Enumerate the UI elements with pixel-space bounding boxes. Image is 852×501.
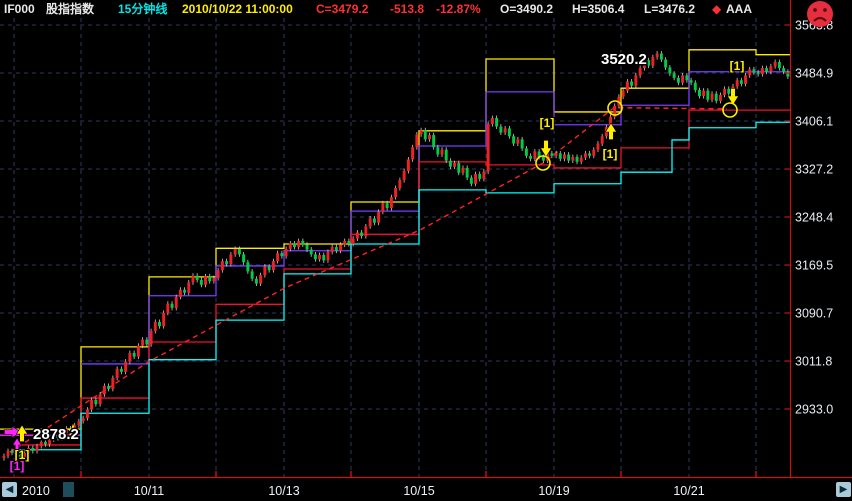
swing-price-label: 2878.2 bbox=[33, 426, 79, 443]
x-axis-date-label: 10/11 bbox=[134, 484, 164, 498]
symbol-name: 股指指数 bbox=[46, 2, 95, 16]
close-value: C=3479.2 bbox=[316, 2, 369, 16]
signal-ring bbox=[535, 155, 551, 171]
bar-datetime: 2010/10/22 11:00:00 bbox=[182, 2, 293, 16]
x-axis-date-label: 10/19 bbox=[538, 484, 569, 498]
y-axis-price-label: 3011.8 bbox=[795, 355, 832, 369]
indicator-tag: AAA bbox=[726, 2, 752, 16]
y-axis-price-label: 3090.7 bbox=[795, 307, 833, 321]
signal-markers: [1][1]★[1][1][1] bbox=[4, 58, 745, 474]
channel-line-purple bbox=[81, 71, 790, 365]
y-axis-price-label: 3248.4 bbox=[795, 211, 833, 225]
x-axis-date-label: 10/15 bbox=[403, 484, 434, 498]
channel-line-cyan bbox=[14, 121, 790, 451]
time-scrollbar: ◀ ▶ bbox=[0, 479, 852, 501]
signal-ring bbox=[607, 100, 623, 116]
signal-count-label: [1] bbox=[603, 147, 618, 161]
y-axis-price-label: 3406.1 bbox=[795, 115, 833, 129]
signal-arrow-down bbox=[539, 140, 553, 158]
y-axis-price-label: 3327.2 bbox=[795, 163, 833, 177]
signal-arrow-up bbox=[12, 437, 22, 452]
trend-line bbox=[9, 106, 728, 453]
high-value: H=3506.4 bbox=[572, 2, 625, 16]
swing-price-label: 3520.2 bbox=[601, 51, 647, 68]
low-value: L=3476.2 bbox=[644, 2, 696, 16]
sad-face-icon bbox=[807, 1, 833, 27]
period-label[interactable]: 15分钟线 bbox=[118, 2, 168, 16]
y-axis-price-label: 3169.5 bbox=[795, 259, 833, 273]
signal-arrow-down bbox=[726, 88, 740, 106]
change-value: -513.8 bbox=[390, 2, 425, 16]
signal-star: ★ bbox=[65, 421, 80, 440]
scrollbar-thumb[interactable] bbox=[63, 482, 74, 497]
signal-count-label: [1] bbox=[10, 459, 25, 473]
scroll-left-button[interactable]: ◀ bbox=[2, 482, 17, 497]
y-axis-price-label: 3484.9 bbox=[795, 67, 833, 81]
open-value: O=3490.2 bbox=[500, 2, 554, 16]
x-axis-date-label: 10/13 bbox=[268, 484, 299, 498]
symbol-code: IF000 bbox=[4, 2, 35, 16]
signal-arrow-up bbox=[15, 424, 29, 442]
x-axis-date-label: 10/21 bbox=[673, 484, 704, 498]
signal-count-label: [1] bbox=[730, 59, 745, 73]
candles bbox=[2, 51, 790, 461]
signal-count-label: [1] bbox=[540, 116, 555, 130]
channel-line-red bbox=[14, 109, 790, 446]
grid-lines bbox=[0, 18, 790, 477]
signal-count-label: [1] bbox=[15, 448, 30, 462]
price-annotations: 2878.2 3520.2 bbox=[32, 50, 649, 445]
y-axis-price-label: 2933.0 bbox=[795, 403, 833, 417]
change-percent: -12.87% bbox=[436, 2, 481, 16]
diamond-icon: ◆ bbox=[712, 2, 722, 16]
x-axis-labels: 2010 10/11 10/13 10/15 10/19 10/21 bbox=[22, 484, 705, 498]
signal-ring bbox=[722, 102, 738, 118]
signal-arrow-right bbox=[4, 425, 22, 439]
scroll-right-button[interactable]: ▶ bbox=[836, 482, 851, 497]
channel-lines bbox=[0, 49, 790, 451]
signal-arrow-up bbox=[604, 122, 618, 140]
quote-info-bar: IF000 股指指数 15分钟线 2010/10/22 11:00:00 C=3… bbox=[0, 0, 790, 18]
x-axis-date-label: 2010 bbox=[22, 484, 50, 498]
